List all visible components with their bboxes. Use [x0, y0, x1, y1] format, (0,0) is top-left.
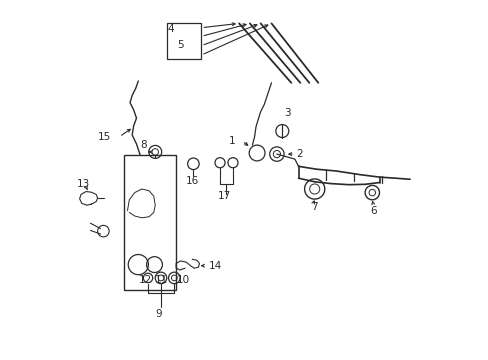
Text: 9: 9	[155, 309, 162, 319]
Text: 11: 11	[154, 275, 167, 285]
Text: 17: 17	[218, 191, 231, 201]
Text: 2: 2	[296, 149, 303, 159]
Text: 7: 7	[310, 202, 317, 212]
Text: 10: 10	[177, 275, 189, 285]
Text: 4: 4	[167, 24, 174, 34]
Text: 8: 8	[140, 140, 146, 150]
Text: 14: 14	[208, 261, 221, 271]
Text: 5: 5	[177, 40, 183, 50]
Text: 6: 6	[369, 206, 376, 216]
Text: 13: 13	[77, 179, 90, 189]
Bar	[123, 155, 176, 290]
Bar	[167, 23, 201, 59]
Text: 3: 3	[284, 108, 290, 118]
Text: 16: 16	[185, 176, 199, 186]
Text: 15: 15	[98, 132, 111, 142]
Text: 12: 12	[139, 275, 152, 285]
Text: 1: 1	[228, 136, 235, 146]
